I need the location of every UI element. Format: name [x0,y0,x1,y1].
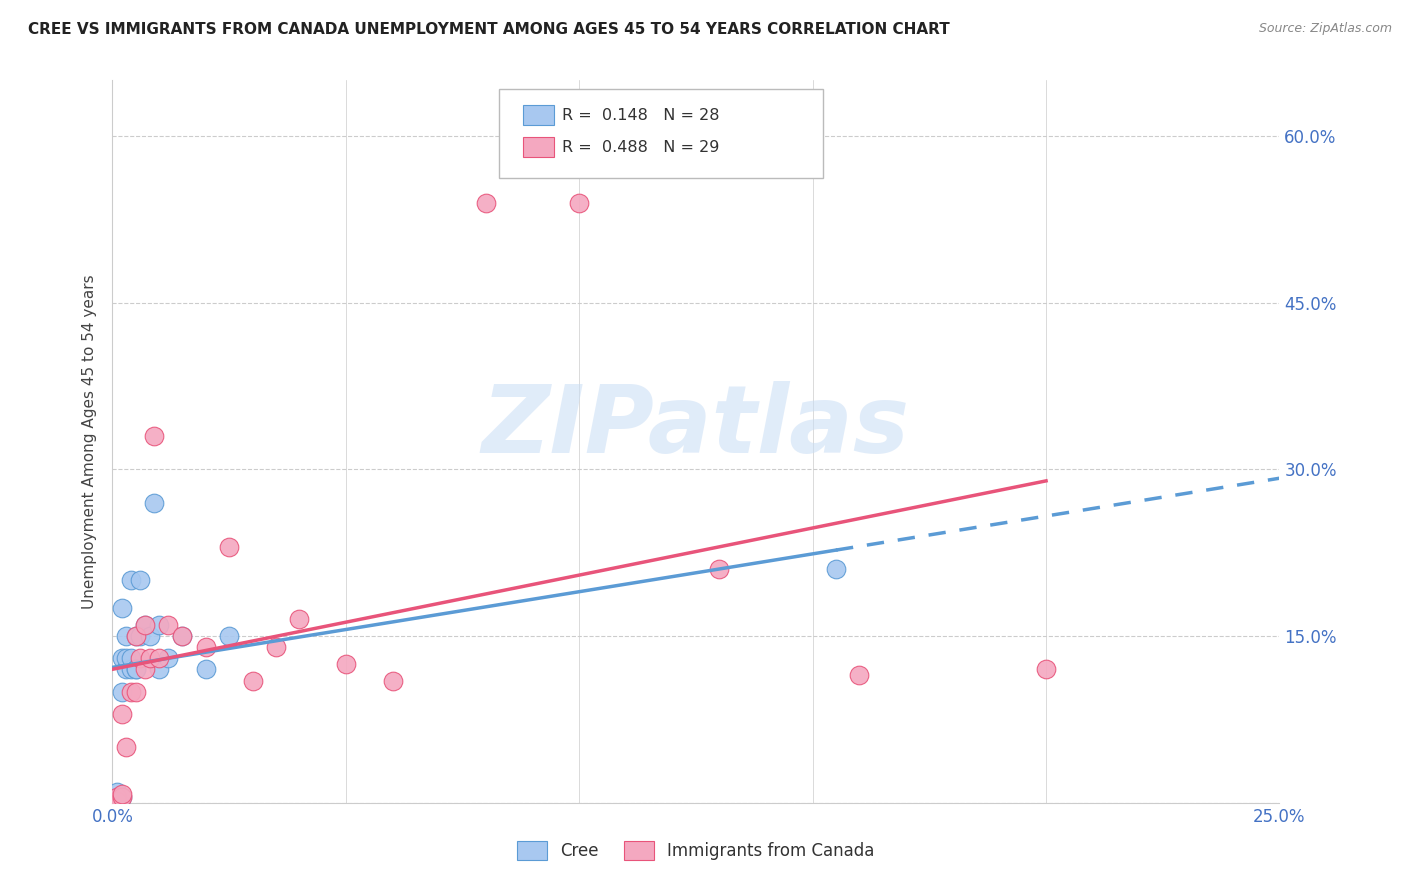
Point [105,794,128,808]
Point [111,787,134,801]
Point [218,540,240,554]
Point [134,618,156,632]
Point [111,790,134,805]
Point [125,662,148,676]
Point [134,662,156,676]
Point [139,629,162,643]
Point [125,662,148,676]
Point [115,629,138,643]
Point [475,195,498,210]
Point [139,651,162,665]
Point [125,629,148,643]
Point [125,629,148,643]
Point [172,629,194,643]
Point [111,684,134,698]
Point [288,612,311,626]
Y-axis label: Unemployment Among Ages 45 to 54 years: Unemployment Among Ages 45 to 54 years [82,274,97,609]
Point [115,651,138,665]
Point [134,618,156,632]
Point [148,651,170,665]
Point [848,668,870,682]
Point [120,574,142,588]
Point [568,195,591,210]
Point [194,640,217,655]
Point [125,684,148,698]
Point [148,618,170,632]
Text: Source: ZipAtlas.com: Source: ZipAtlas.com [1258,22,1392,36]
Point [335,657,357,671]
Text: CREE VS IMMIGRANTS FROM CANADA UNEMPLOYMENT AMONG AGES 45 TO 54 YEARS CORRELATIO: CREE VS IMMIGRANTS FROM CANADA UNEMPLOYM… [28,22,950,37]
Point [709,562,731,576]
Point [264,640,287,655]
Point [105,785,128,799]
Point [115,740,138,755]
Point [143,496,166,510]
Point [143,429,166,443]
Point [381,673,404,688]
Point [129,574,152,588]
Point [825,562,848,576]
Text: R =  0.148   N = 28: R = 0.148 N = 28 [562,108,720,122]
Point [148,662,170,676]
Point [115,662,138,676]
Legend: Cree, Immigrants from Canada: Cree, Immigrants from Canada [510,834,882,867]
Point [105,794,128,808]
Point [120,684,142,698]
Text: R =  0.488   N = 29: R = 0.488 N = 29 [562,140,720,154]
Point [111,706,134,721]
Point [157,651,180,665]
Point [120,651,142,665]
Point [129,629,152,643]
Point [157,618,180,632]
Point [172,629,194,643]
Point [242,673,264,688]
Point [1035,662,1057,676]
Point [111,601,134,615]
Point [105,790,128,805]
Point [218,629,240,643]
Text: ZIPatlas: ZIPatlas [482,381,910,473]
Point [105,790,128,805]
Point [194,662,217,676]
Point [120,662,142,676]
Point [129,651,152,665]
Point [111,651,134,665]
Point [111,790,134,805]
